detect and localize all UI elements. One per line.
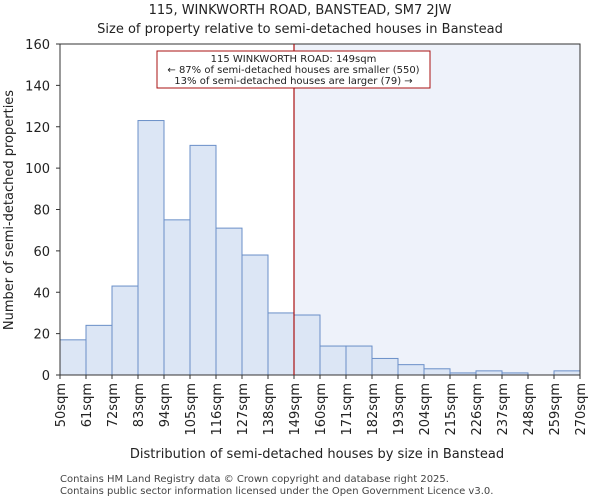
bar: [215, 227, 243, 376]
bar: [553, 370, 581, 376]
annotation-box: [156, 50, 431, 89]
y-tick-label: 100: [25, 162, 50, 177]
x-tick-label: 105sqm: [184, 383, 199, 436]
x-tick-label: 50sqm: [54, 383, 69, 427]
annotation-line: ← 87% of semi-detached houses are smalle…: [167, 65, 419, 76]
x-tick-label: 248sqm: [522, 383, 537, 436]
x-tick-label: 182sqm: [366, 383, 381, 436]
bar: [371, 357, 399, 376]
bar: [267, 312, 295, 376]
y-axis-label: Number of semi-detached properties: [2, 90, 17, 330]
bar: [59, 339, 87, 376]
bar: [189, 144, 217, 376]
chart-subtitle: Size of property relative to semi-detach…: [97, 22, 503, 37]
bar: [241, 254, 269, 376]
bar: [137, 120, 165, 376]
y-tick-label: 60: [33, 245, 50, 260]
y-tick-label: 0: [42, 369, 50, 384]
x-tick-label: 171sqm: [340, 383, 355, 436]
bar: [475, 370, 503, 376]
x-tick-label: 138sqm: [262, 383, 277, 436]
y-tick-label: 20: [33, 328, 50, 343]
bar: [293, 314, 321, 376]
x-tick-label: 215sqm: [444, 383, 459, 436]
annotation-line: 115 WINKWORTH ROAD: 149sqm: [211, 54, 377, 65]
y-tick-label: 40: [33, 286, 50, 301]
bar: [111, 285, 139, 376]
x-tick-label: 204sqm: [418, 383, 433, 436]
bar: [163, 219, 191, 376]
footer-line-2: Contains public sector information licen…: [60, 486, 493, 497]
bar: [319, 345, 347, 376]
highlight-region: [294, 44, 580, 375]
footer-line-1: Contains HM Land Registry data © Crown c…: [60, 474, 449, 485]
x-tick-label: 226sqm: [470, 383, 485, 436]
x-tick-label: 61sqm: [80, 383, 95, 427]
plot-area: 0 20 40 60 80 100 120 140 160 50sqm 61sqm 72sqm 83sq…: [25, 38, 589, 436]
x-tick-label: 270sqm: [574, 383, 589, 436]
bar: [397, 364, 425, 376]
annotation-line: 13% of semi-detached houses are larger (…: [174, 76, 412, 87]
y-tick-label: 80: [33, 204, 50, 219]
chart-title: 115, WINKWORTH ROAD, BANSTEAD, SM7 2JW: [149, 3, 452, 18]
x-tick-label: 193sqm: [392, 383, 407, 436]
y-tick-label: 160: [25, 38, 50, 53]
x-tick-label: 127sqm: [236, 383, 251, 436]
y-tick-label: 140: [25, 79, 50, 94]
x-axis-label: Distribution of semi-detached houses by …: [130, 447, 504, 462]
y-tick-label: 120: [25, 121, 50, 136]
bar: [345, 345, 373, 376]
x-tick-label: 116sqm: [210, 383, 225, 436]
x-tick-label: 259sqm: [548, 383, 563, 436]
x-tick-label: 83sqm: [132, 383, 147, 427]
x-tick-label: 149sqm: [288, 383, 303, 436]
x-tick-label: 160sqm: [314, 383, 329, 436]
bar: [423, 368, 451, 376]
bar: [85, 324, 113, 376]
x-tick-label: 72sqm: [106, 383, 121, 427]
x-tick-label: 237sqm: [496, 383, 511, 436]
x-tick-label: 94sqm: [158, 383, 173, 427]
